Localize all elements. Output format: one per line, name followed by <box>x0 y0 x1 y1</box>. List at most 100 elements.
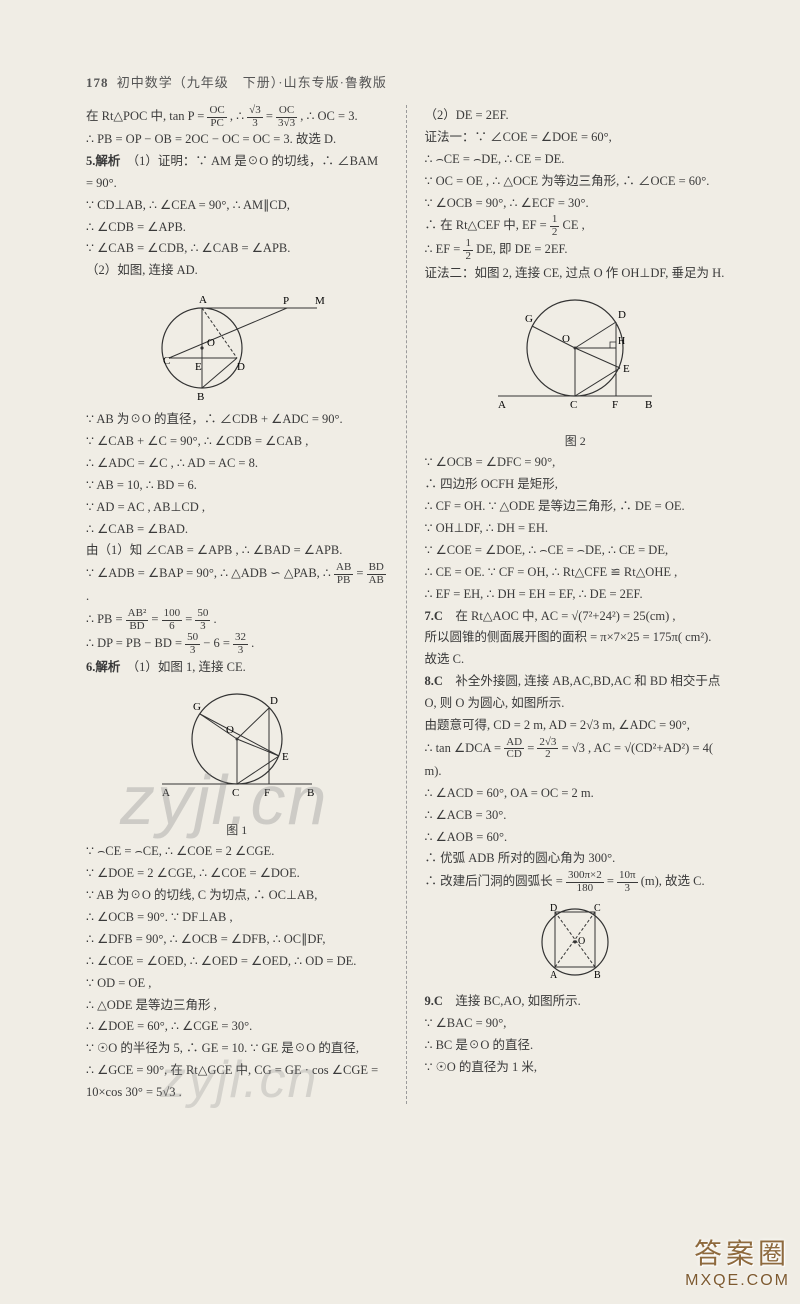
svg-text:B: B <box>197 391 204 403</box>
fraction: 12 <box>463 238 473 262</box>
text: ∵ ∠CAB = ∠CDB, ∴ ∠CAB = ∠APB. <box>86 238 388 260</box>
text: ∴ ∠AOB = 60°. <box>425 827 727 849</box>
text: ∴ ∠GCE = 90°, 在 Rt△GCE 中, CG = GE · cos … <box>86 1060 388 1082</box>
q-label: 7.C <box>425 609 443 623</box>
text: ∴ CE = OE. ∵ CF = OH, ∴ Rt△CFE ≌ Rt△OHE … <box>425 562 727 584</box>
text: ∵ ∠OCB = ∠DFC = 90°, <box>425 452 727 474</box>
text: ∴ ∠ACD = 60°, OA = OC = 2 m. <box>425 783 727 805</box>
fraction: 503 <box>195 608 210 632</box>
text: ∵ ∠DOE = 2 ∠CGE, ∴ ∠COE = ∠DOE. <box>86 863 388 885</box>
text: ∴ ∠COE = ∠OED, ∴ ∠OED = ∠OED, ∴ OD = DE. <box>86 951 388 973</box>
text: 证法一：∵ ∠COE = ∠DOE = 60°, <box>425 127 727 149</box>
left-column: 在 Rt△POC 中, tan P = OCPC , ∴ √33 = OC3√3… <box>86 105 388 1104</box>
text: 由（1）知 ∠CAB = ∠APB , ∴ ∠BAD = ∠APB. <box>86 540 388 562</box>
q-label: 8.C <box>425 674 443 688</box>
svg-text:F: F <box>612 399 618 411</box>
fraction: 300π×2180 <box>566 870 604 894</box>
text: 5.解析 （1）证明：∵ AM 是☉O 的切线，∴ ∠BAM = 90°. <box>86 151 388 195</box>
fraction: 12 <box>550 214 560 238</box>
fraction: OCPC <box>207 105 226 129</box>
text: ∵ OH⊥DF, ∴ DH = EH. <box>425 518 727 540</box>
text: ∵ CD⊥AB, ∴ ∠CEA = 90°, ∴ AM∥CD, <box>86 195 388 217</box>
svg-text:E: E <box>282 751 289 763</box>
text: ∵ ☉O 的直径为 1 米, <box>425 1057 727 1079</box>
text: ∴ EF = EH, ∴ DH = EH = EF, ∴ DE = 2EF. <box>425 584 727 606</box>
svg-text:O: O <box>578 936 585 947</box>
fraction: 10π3 <box>617 870 638 894</box>
text: 7.C 在 Rt△AOC 中, AC = √(7²+24²) = 25(cm) … <box>425 606 727 628</box>
svg-text:A: A <box>199 294 207 306</box>
text: ∴ PB = OP − OB = 2OC − OC = OC = 3. 故选 D… <box>86 129 388 151</box>
text: （2）DE = 2EF. <box>425 105 727 127</box>
text: ∴ BC 是☉O 的直径. <box>425 1035 727 1057</box>
svg-text:A: A <box>498 399 506 411</box>
text: ∴ 优弧 ADB 所对的圆心角为 300°. <box>425 848 727 870</box>
svg-text:A: A <box>162 787 170 799</box>
svg-text:B: B <box>645 399 652 411</box>
fraction: OC3√3 <box>276 105 297 129</box>
fraction: 323 <box>233 632 248 656</box>
text: ∵ ∠OCB = 90°, ∴ ∠ECF = 30°. <box>425 193 727 215</box>
page-title: 初中数学（九年级 下册）·山东专版·鲁教版 <box>117 75 387 90</box>
svg-text:C: C <box>570 399 577 411</box>
text: 证法二：如图 2, 连接 CE, 过点 O 作 OH⊥DF, 垂足为 H. <box>425 263 727 285</box>
svg-text:E: E <box>195 361 202 373</box>
svg-text:M: M <box>315 295 325 307</box>
watermark-logo: 答案圈 <box>685 1232 790 1272</box>
text: 9.C 连接 BC,AO, 如图所示. <box>425 991 727 1013</box>
fraction: 2√32 <box>537 737 558 761</box>
page-number: 178 <box>86 75 109 90</box>
text: ∴ 改建后门洞的圆弧长 = 300π×2180 = 10π3 (m), 故选 C… <box>425 870 727 894</box>
text: ∴ CF = OH. ∵ △ODE 是等边三角形, ∴ DE = OE. <box>425 496 727 518</box>
figure-q8: A B C D O <box>425 900 727 985</box>
text: ∴ △ODE 是等边三角形 , <box>86 995 388 1017</box>
text: ∵ ∠CAB + ∠C = 90°, ∴ ∠CDB = ∠CAB , <box>86 431 388 453</box>
q-label: 6.解析 <box>86 660 120 674</box>
text: ∵ AB 为☉O 的直径，∴ ∠CDB + ∠ADC = 90°. <box>86 409 388 431</box>
svg-text:B: B <box>307 787 314 799</box>
diagram-circle-square: A B C D O <box>530 900 620 985</box>
text: ∵ ∠BAC = 90°, <box>425 1013 727 1035</box>
svg-text:O: O <box>562 333 570 345</box>
diagram-circle-tangent: A C B D E O P M <box>147 288 327 403</box>
q-label: 9.C <box>425 994 443 1008</box>
svg-text:D: D <box>237 361 245 373</box>
column-divider <box>406 105 407 1104</box>
text: ∵ OC = OE , ∴ △OCE 为等边三角形, ∴ ∠OCE = 60°. <box>425 171 727 193</box>
fraction: AB²BD <box>126 608 149 632</box>
text: 由题意可得, CD = 2 m, AD = 2√3 m, ∠ADC = 90°, <box>425 715 727 737</box>
figure-caption: 图 1 <box>86 820 388 841</box>
svg-text:C: C <box>232 787 239 799</box>
fraction: 1006 <box>162 608 183 632</box>
svg-text:C: C <box>594 903 601 914</box>
text: ∴ ∠OCB = 90°. ∵ DF⊥AB , <box>86 907 388 929</box>
fraction: BDAB <box>367 562 386 586</box>
text: ∴ ⌢CE = ⌢DE, ∴ CE = DE. <box>425 149 727 171</box>
text: ∴ PB = AB²BD = 1006 = 503 . <box>86 608 388 632</box>
right-column: （2）DE = 2EF. 证法一：∵ ∠COE = ∠DOE = 60°, ∴ … <box>425 105 727 1104</box>
text: ∵ AD = AC , AB⊥CD , <box>86 497 388 519</box>
text: 8.C 补全外接圆, 连接 AB,AC,BD,AC 和 BD 相交于点 O, 则… <box>425 671 727 715</box>
text: ∵ ∠ADB = ∠BAP = 90°, ∴ △ADB ∽ △PAB, ∴ AB… <box>86 562 388 608</box>
watermark-url: MXQE.COM <box>685 1272 790 1290</box>
diagram-circle-perp: A B C F G D E H O <box>490 290 660 425</box>
text: ∴ ∠ACB = 30°. <box>425 805 727 827</box>
corner-watermark: 答案圈 MXQE.COM <box>685 1232 790 1290</box>
fraction: ADCD <box>504 737 524 761</box>
text: ∴ DP = PB − BD = 503 − 6 = 323 . <box>86 632 388 656</box>
text: ∵ ∠COE = ∠DOE, ∴ ⌢CE = ⌢DE, ∴ CE = DE, <box>425 540 727 562</box>
figure-caption: 图 2 <box>425 431 727 452</box>
figure-q6b: A B C F G D E H O <box>425 290 727 425</box>
text: ∴ ∠ADC = ∠C , ∴ AD = AC = 8. <box>86 453 388 475</box>
svg-text:D: D <box>618 309 626 321</box>
text: ∴ 在 Rt△CEF 中, EF = 12 CE , <box>425 214 727 238</box>
svg-text:G: G <box>525 313 533 325</box>
svg-text:P: P <box>283 295 289 307</box>
text: 6.解析 （1）如图 1, 连接 CE. <box>86 657 388 679</box>
svg-text:F: F <box>264 787 270 799</box>
text: 在 Rt△POC 中, tan P = OCPC , ∴ √33 = OC3√3… <box>86 105 388 129</box>
text: 所以圆锥的侧面展开图的面积 = π×7×25 = 175π( cm²). 故选 … <box>425 627 727 671</box>
text: ∴ ∠CAB = ∠BAD. <box>86 519 388 541</box>
text: 10×cos 30° = 5√3 . <box>86 1082 388 1104</box>
fraction: √33 <box>247 105 263 129</box>
